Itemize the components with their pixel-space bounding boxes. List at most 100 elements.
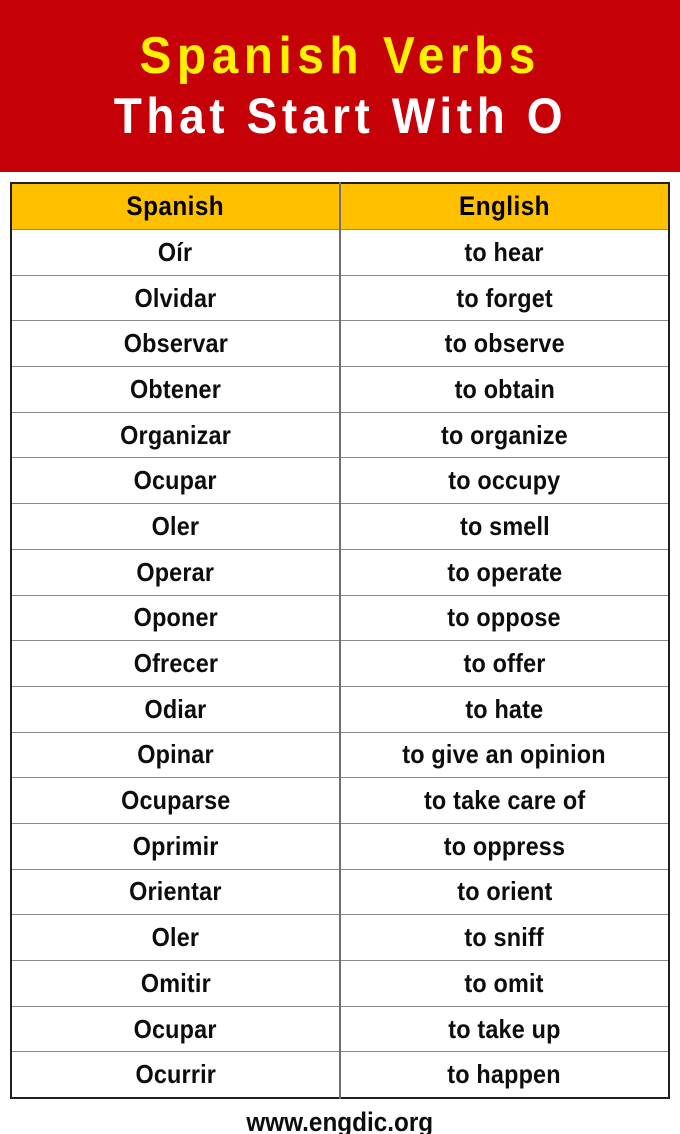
footer: www.engdic.org [0, 1107, 680, 1134]
spanish-cell-text: Omitir [140, 967, 211, 998]
table-row: Ocurrir to happen [11, 1051, 669, 1099]
english-cell: to give an opinion [340, 731, 669, 779]
table-row: Obtener to obtain [11, 366, 669, 413]
spanish-cell: Organizar [11, 411, 341, 459]
english-cell-text: to organize [441, 419, 568, 450]
table-row: Operar to operate [11, 548, 669, 596]
spanish-cell-text: Odiar [144, 693, 207, 724]
spanish-cell-text: Ofrecer [133, 648, 218, 679]
spanish-cell-text: Oler [151, 510, 200, 541]
english-cell: to hear [340, 229, 669, 276]
english-cell-text: to hear [464, 236, 545, 267]
spanish-cell-text: Ocupar [133, 1013, 217, 1044]
english-cell: to happen [340, 1051, 669, 1099]
english-cell-text: to happen [447, 1059, 562, 1090]
column-header-spanish-label: Spanish [126, 191, 225, 221]
table-row: Oír to hear [11, 229, 669, 276]
english-cell: to take up [340, 1005, 669, 1053]
table-row: Odiar to hate [11, 685, 669, 733]
spanish-cell: Ocupar [11, 457, 341, 505]
english-cell: to operate [340, 548, 669, 596]
table-row: Opinar to give an opinion [11, 731, 669, 779]
table-row: Oler to sniff [11, 914, 669, 961]
spanish-cell: Ofrecer [11, 640, 341, 687]
spanish-cell-text: Obtener [130, 373, 221, 404]
verbs-table: Spanish English Oír to hear Olvidar to forg… [10, 182, 670, 1100]
spanish-cell-text: Oprimir [132, 830, 219, 861]
spanish-cell-text: Oponer [133, 602, 218, 633]
spanish-cell-text: Olvidar [134, 282, 217, 313]
spanish-cell: Olvidar [11, 274, 341, 322]
spanish-cell-text: Organizar [120, 419, 231, 450]
table-row: Ocuparse to take care of [11, 777, 669, 824]
spanish-cell-text: Ocupar [133, 465, 217, 496]
table-row: Olvidar to forget [11, 274, 669, 322]
spanish-cell-text: Orientar [129, 876, 222, 907]
english-cell-text: to oppose [447, 602, 562, 633]
table-row: Ocupar to take up [11, 1005, 669, 1053]
spanish-cell: Odiar [11, 685, 341, 733]
spanish-cell-text: Oír [158, 236, 193, 267]
english-cell: to observe [340, 320, 669, 368]
table-row: Ocupar to occupy [11, 457, 669, 505]
english-cell: to orient [340, 868, 669, 916]
english-cell-text: to smell [459, 510, 550, 541]
spanish-cell: Observar [11, 320, 341, 368]
spanish-cell-text: Observar [123, 328, 228, 359]
english-cell: to hate [340, 685, 669, 733]
spanish-cell: Oír [11, 229, 341, 276]
spanish-cell: Obtener [11, 366, 341, 413]
table-row: Orientar to orient [11, 868, 669, 916]
spanish-cell: Omitir [11, 960, 341, 1007]
english-cell-text: to offer [463, 648, 546, 679]
banner-title-line1: Spanish Verbs [139, 27, 541, 86]
spanish-cell-text: Oler [151, 922, 200, 953]
spanish-cell: Oler [11, 914, 341, 961]
english-cell-text: to give an opinion [402, 739, 607, 770]
website-text: www.engdic.org [246, 1107, 434, 1134]
english-cell: to oppress [340, 822, 669, 870]
spanish-cell: Orientar [11, 868, 341, 916]
spanish-cell: Operar [11, 548, 341, 596]
table-row: Oler to smell [11, 503, 669, 550]
spanish-cell-text: Operar [136, 556, 215, 587]
english-cell: to forget [340, 274, 669, 322]
english-cell: to omit [340, 960, 669, 1007]
english-cell-text: to sniff [464, 922, 545, 953]
spanish-cell: Ocuparse [11, 777, 341, 824]
english-cell-text: to orient [456, 876, 553, 907]
table-row: Oprimir to oppress [11, 822, 669, 870]
english-cell-text: to operate [447, 556, 562, 587]
english-cell: to occupy [340, 457, 669, 505]
column-header-english: English [340, 183, 669, 230]
table-row: Observar to observe [11, 320, 669, 368]
english-cell-text: to obtain [454, 373, 555, 404]
english-cell: to obtain [340, 366, 669, 413]
table-row: Oponer to oppose [11, 594, 669, 642]
english-cell: to offer [340, 640, 669, 687]
table-row: Omitir to omit [11, 960, 669, 1007]
english-cell-text: to oppress [443, 830, 566, 861]
column-header-english-label: English [459, 191, 550, 221]
english-cell: to oppose [340, 594, 669, 642]
english-cell-text: to observe [444, 328, 565, 359]
english-cell: to sniff [340, 914, 669, 961]
spanish-cell: Oler [11, 503, 341, 550]
table-row: Organizar to organize [11, 411, 669, 459]
banner-title-line2: That Start With O [113, 88, 567, 145]
spanish-cell-text: Opinar [137, 739, 214, 770]
spanish-cell-text: Ocurrir [135, 1059, 216, 1090]
table-header-row: Spanish English [11, 183, 669, 230]
spanish-cell: Ocupar [11, 1005, 341, 1053]
english-cell-text: to forget [456, 282, 553, 313]
english-cell: to smell [340, 503, 669, 550]
spanish-cell-text: Ocuparse [120, 785, 231, 816]
spanish-cell: Ocurrir [11, 1051, 341, 1099]
english-cell-text: to take care of [423, 785, 586, 816]
column-header-spanish: Spanish [11, 183, 341, 230]
english-cell-text: to hate [465, 693, 544, 724]
spanish-cell: Oprimir [11, 822, 341, 870]
english-cell: to take care of [340, 777, 669, 824]
english-cell-text: to omit [464, 967, 545, 998]
